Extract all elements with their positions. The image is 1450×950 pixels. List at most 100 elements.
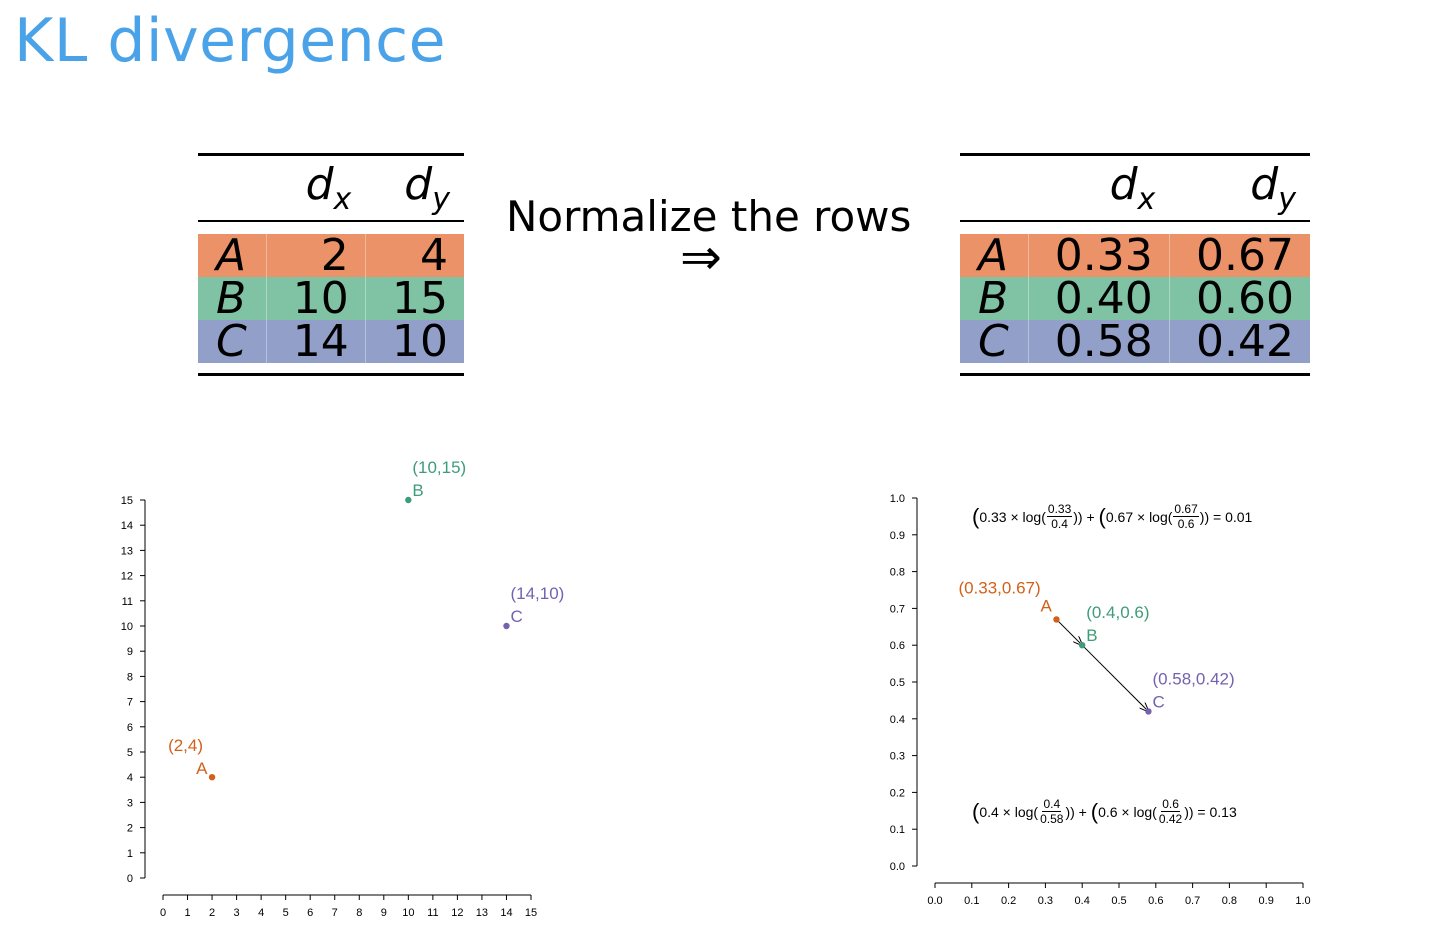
norm-cell-dx: 0.58 [1027,320,1170,364]
raw-header-label [198,156,266,222]
y-tick-label: 15 [121,495,133,507]
y-tick-label: 3 [127,797,133,809]
raw-cell-dy: 10 [364,320,464,364]
x-tick-label: 6 [307,907,313,919]
x-tick-label: 11 [427,907,438,919]
raw-cell-dx: 14 [265,320,366,364]
x-tick-label: 15 [525,907,537,919]
raw-row-label: A [198,234,266,278]
point-a [1053,616,1060,623]
y-tick-label: 0.9 [890,530,905,542]
fraction: 0.67 0.6 [1173,502,1199,531]
x-tick-label: 14 [500,907,512,919]
fraction: 0.4 0.58 [1040,797,1064,826]
norm-cell-dy: 0.42 [1168,320,1310,364]
x-tick-label: 3 [234,907,240,919]
y-tick-label: 0.4 [890,714,905,726]
fraction: 0.33 0.4 [1046,502,1073,531]
y-tick-label: 12 [121,571,133,583]
x-tick-label: 0.7 [1185,895,1200,907]
y-tick-label: 0.3 [890,751,905,763]
point-c [503,622,510,630]
point-coord-label: (10,15) [412,458,466,477]
term: 0.67 [1105,508,1134,525]
y-tick-label: 9 [127,646,133,658]
norm-cell-dy: 0.67 [1168,234,1310,278]
x-tick-label: 0.8 [1222,895,1237,907]
x-tick-label: 0.0 [927,895,942,907]
x-tick-label: 12 [451,907,463,919]
point-c [1145,708,1152,715]
point-name-label: C [510,607,522,626]
x-tick-label: 0.2 [1001,895,1016,907]
y-tick-label: 0.0 [890,861,905,873]
y-tick-label: 0.8 [890,567,905,579]
norm-header-row: dx dy [960,156,1310,222]
implies-arrow-icon: ⇒ [680,228,722,286]
raw-cell-dx: 2 [265,234,366,278]
norm-row-b: B 0.40 0.60 [960,277,1310,321]
x-tick-label: 0 [160,907,166,919]
kl-result: 0.01 [1225,508,1253,525]
x-tick-label: 0.9 [1259,895,1274,907]
y-tick-label: 10 [121,621,133,633]
y-tick-label: 0 [127,873,133,885]
point-name-label: C [1152,692,1164,711]
norm-row-label: C [960,320,1028,364]
x-tick-label: 1 [184,907,190,919]
norm-header-dy: dy [1169,156,1310,222]
y-tick-label: 8 [127,671,133,683]
x-tick-label: 0.1 [964,895,979,907]
normalized-scatter-chart: 0.0 0.1 0.2 0.3 0.4 0.5 0.6 0.7 0.8 0.9 1.0 0.0 0.1 0… [890,493,1311,907]
point-name-label: A [1040,596,1052,615]
x-tick-label: 8 [356,907,362,919]
raw-row-c: C 14 10 [198,320,464,364]
x-tick-label: 0.4 [1075,895,1090,907]
term: 0.6 [1098,803,1118,820]
x-tick-label: 7 [332,907,338,919]
x-tick-label: 4 [258,907,264,919]
y-tick-label: 0.5 [890,677,905,689]
normalize-label: Normalize the rows [506,192,912,241]
point-name-label: B [412,481,423,500]
x-tick-label: 10 [402,907,414,919]
point-b [405,496,412,504]
raw-cell-dx: 10 [265,277,366,321]
raw-row-a: A 2 4 [198,234,464,278]
norm-cell-dx: 0.40 [1027,277,1170,321]
page-title: KL divergence [14,6,447,76]
kl-annotation-bc: (0.4 × log(0.4 0.58)) + (0.6 × log(0.6 0.4… [972,797,1237,826]
point-a [208,774,216,781]
raw-row-label: B [198,277,266,321]
norm-row-a: A 0.33 0.67 [960,234,1310,278]
y-tick-label: 1 [127,848,133,860]
norm-row-label: B [960,277,1028,321]
y-tick-label: 5 [127,747,133,759]
term: 0.4 [979,803,999,820]
y-tick-label: 11 [122,596,133,608]
y-tick-label: 2 [127,823,133,835]
point-name-label: A [196,759,208,778]
normalized-table: dx dy A 0.33 0.67 B 0.40 0.60 C 0.58 0.4… [960,153,1310,376]
y-tick-label: 0.7 [890,603,905,615]
point-coord-label: (0.33,0.67) [958,578,1040,597]
norm-row-label: A [960,234,1028,278]
point-coord-label: (0.4,0.6) [1086,603,1149,622]
point-coord-label: (0.58,0.42) [1152,669,1234,688]
fraction: 0.6 0.42 [1158,797,1183,826]
point-coord-label: (2,4) [168,736,203,755]
y-tick-label: 4 [127,772,133,784]
y-tick-label: 1.0 [890,493,905,505]
arrow-B-C [1081,644,1148,711]
point-b [1079,642,1086,649]
y-tick-label: 0.2 [890,787,905,799]
kl-result: 0.13 [1209,803,1237,820]
term: 0.33 [979,508,1007,525]
point-coord-label: (14,10) [510,584,564,603]
x-tick-label: 0.3 [1038,895,1053,907]
raw-header-dy: dy [365,156,464,222]
norm-row-c: C 0.58 0.42 [960,320,1310,364]
norm-cell-dy: 0.60 [1168,277,1310,321]
x-tick-label: 1.0 [1295,895,1310,907]
